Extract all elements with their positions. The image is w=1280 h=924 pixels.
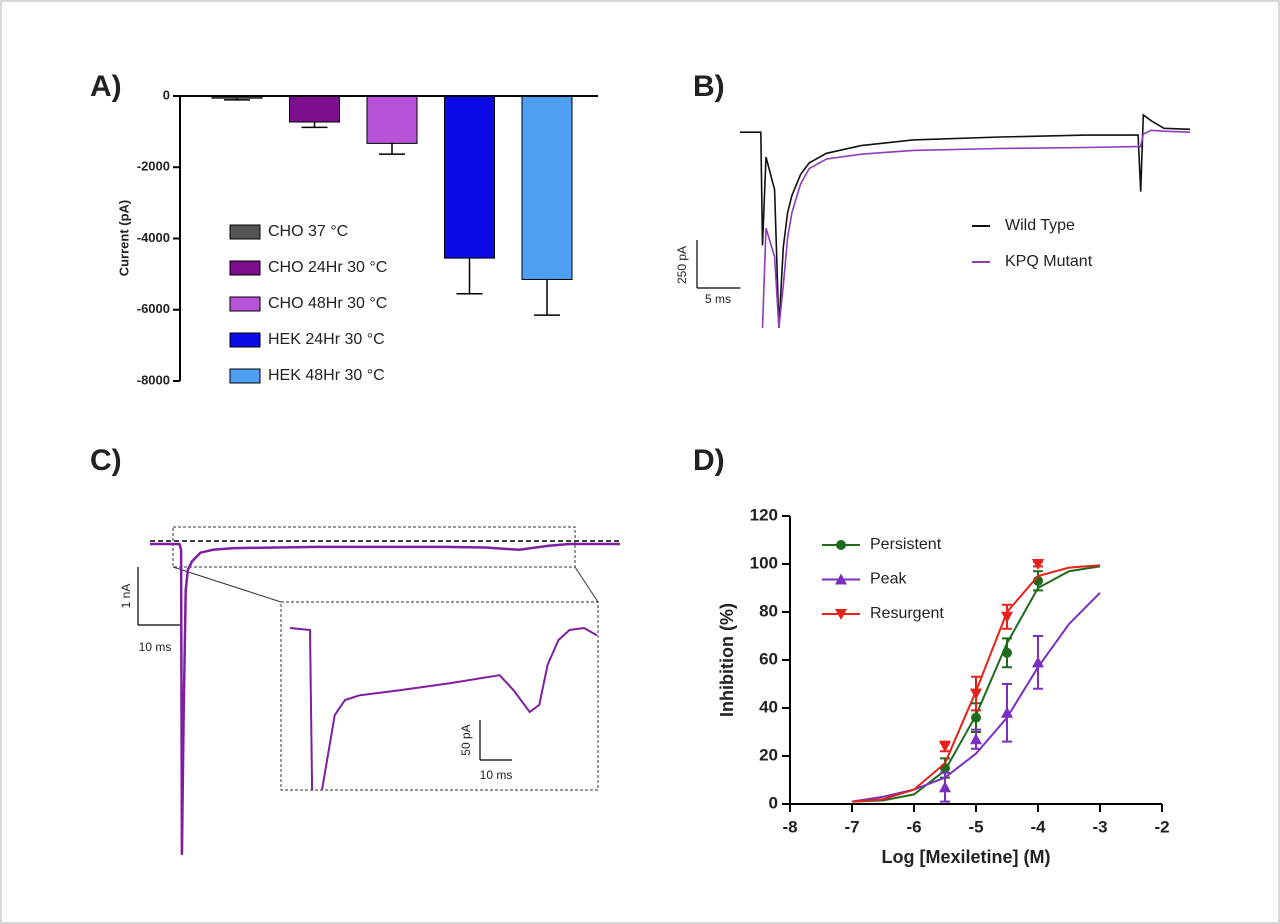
marker [1032,656,1044,668]
trace [761,129,1191,328]
y-tick-label: 40 [759,697,778,716]
panel-label: B) [693,70,725,103]
panel-label: C) [90,444,122,477]
x-axis-label: Log [Mexiletine] (M) [882,847,1051,867]
marker [971,712,981,723]
trace [150,542,620,855]
inset-trace [289,626,598,791]
marker [970,688,982,700]
error-bar [534,279,560,316]
bar [289,95,340,123]
zoom-connector [172,566,282,603]
y-tick-label: 0 [163,87,170,102]
y-tick-label: 120 [750,505,778,524]
y-tick-label: -2000 [137,159,170,174]
x-tick-label: -3 [1092,817,1107,836]
zoom-box [172,526,576,568]
bar [444,95,495,259]
x-tick-label: -5 [968,817,983,836]
marker [1032,559,1044,570]
scale-bar-label: 5 ms [705,292,731,306]
marker [836,540,846,550]
legend-label: CHO 48Hr 30 °C [268,295,387,312]
marker [835,573,847,585]
scale-bar-label: 10 ms [480,768,513,782]
y-tick-label: 100 [750,553,778,572]
legend-label: Peak [870,571,907,588]
scale-bar-label: 10 ms [139,640,172,654]
marker [1001,611,1013,623]
y-tick-label: 60 [759,649,778,668]
legend-swatch [229,296,261,312]
marker [835,609,847,620]
fit-curve [851,592,1101,803]
x-tick-label: -4 [1030,817,1046,836]
legend-swatch [229,224,261,240]
zoom-connector [574,566,599,603]
legend-label: Resurgent [870,605,944,622]
marker [970,733,982,745]
legend-label: KPQ Mutant [1005,253,1093,270]
y-tick-label: 0 [769,793,778,812]
legend-label: CHO 24Hr 30 °C [268,259,387,276]
scale-bar-label: 250 pA [675,246,689,284]
y-axis-label: Inhibition (%) [717,603,737,717]
error-bar [301,122,328,129]
inset-box [280,601,599,791]
x-tick-label: -8 [782,817,797,836]
y-axis-label: Current (pA) [116,200,131,277]
error-bar [224,98,250,101]
legend-swatch [229,368,261,384]
legend-swatch [229,332,261,348]
x-tick-label: -2 [1154,817,1169,836]
y-tick-label: -8000 [137,372,170,387]
legend-label: HEK 48Hr 30 °C [268,367,385,384]
trace [740,113,1191,328]
scale-bar-label: 1 nA [119,584,133,609]
legend-label: CHO 37 °C [268,223,348,240]
legend-label: Persistent [870,536,942,553]
legend-swatch [229,260,261,276]
error-bar [379,143,405,155]
error-bar [456,258,483,295]
scale-bar-label: 50 pA [459,724,473,755]
y-tick-label: 20 [759,745,778,764]
bar [366,95,418,144]
legend-label: HEK 24Hr 30 °C [268,331,385,348]
y-tick-label: 80 [759,601,778,620]
panel-label: A) [90,70,122,103]
legend-label: Wild Type [1005,217,1075,234]
marker [1001,706,1013,718]
y-tick-label: -4000 [137,230,170,245]
panel-label: D) [693,444,725,477]
marker [939,741,951,753]
marker [1002,647,1012,658]
x-tick-label: -7 [844,817,859,836]
y-tick-label: -6000 [137,301,170,316]
bar [521,95,573,280]
x-tick-label: -6 [906,817,921,836]
marker [939,781,951,793]
